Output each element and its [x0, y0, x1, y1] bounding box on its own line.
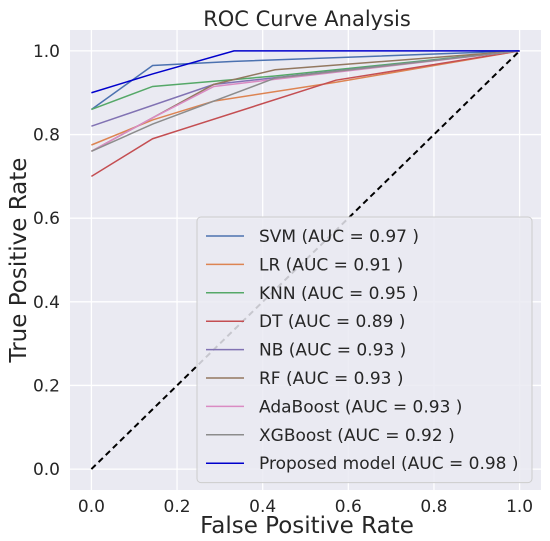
- x-tick-label: 0.6: [335, 497, 362, 517]
- x-tick-label: 0.8: [420, 497, 447, 517]
- x-axis-title: False Positive Rate: [200, 513, 414, 539]
- legend-box: [196, 216, 533, 484]
- y-tick-label: 0.8: [33, 126, 60, 146]
- y-tick-label: 0.0: [33, 460, 60, 480]
- legend-label: NB (AUC = 0.93 ): [259, 341, 406, 361]
- legend-label: Proposed model (AUC = 0.98 ): [259, 454, 519, 474]
- y-tick-label: 1.0: [33, 42, 60, 62]
- x-tick-label: 1.0: [506, 497, 533, 517]
- roc-curve-line: [91, 50, 520, 111]
- y-axis-title: True Positive Rate: [6, 158, 32, 364]
- legend-label: XGBoost (AUC = 0.92 ): [259, 426, 455, 446]
- legend-label: AdaBoost (AUC = 0.93 ): [259, 397, 462, 417]
- y-tick-labels: 0.0 0.2 0.4 0.6 0.8 1.0: [33, 42, 60, 480]
- chart-title: ROC Curve Analysis: [203, 7, 411, 31]
- legend-label: KNN (AUC = 0.95 ): [259, 284, 419, 304]
- roc-curve-line: [91, 50, 520, 152]
- legend: SVM (AUC = 0.97 ) LR (AUC = 0.91 ) KNN (AU…: [196, 216, 533, 484]
- x-tick-labels: 0.0 0.2 0.4 0.6 0.8 1.0: [78, 497, 533, 517]
- roc-series: [90, 50, 520, 178]
- roc-curve-line: [91, 50, 520, 152]
- y-tick-label: 0.6: [33, 209, 60, 229]
- legend-label: RF (AUC = 0.93 ): [259, 369, 404, 389]
- x-tick-label: 0.2: [164, 497, 191, 517]
- roc-curve-line: [91, 50, 520, 178]
- x-tick-label: 0.4: [249, 497, 276, 517]
- y-tick-label: 0.4: [33, 293, 60, 313]
- legend-label: LR (AUC = 0.91 ): [259, 255, 403, 275]
- roc-curve-line: [91, 50, 520, 94]
- y-tick-label: 0.2: [33, 376, 60, 396]
- legend-label: SVM (AUC = 0.97 ): [259, 227, 419, 247]
- x-tick-label: 0.0: [78, 497, 105, 517]
- roc-curve-line: [90, 50, 520, 111]
- legend-label: DT (AUC = 0.89 ): [259, 312, 405, 332]
